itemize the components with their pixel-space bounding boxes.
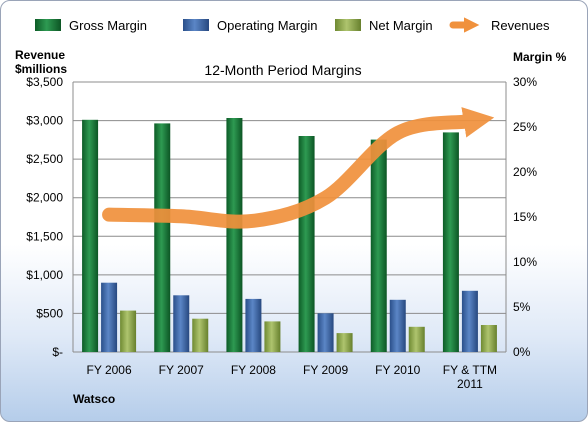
chart-title: 12-Month Period Margins bbox=[204, 62, 361, 78]
left-tick-label: $- bbox=[52, 345, 63, 359]
left-tick-label: $3,500 bbox=[26, 75, 63, 89]
right-tick-label: 10% bbox=[513, 255, 537, 269]
net-margin-bar bbox=[408, 326, 425, 352]
operating-margin-bar bbox=[317, 313, 334, 352]
right-tick-label: 30% bbox=[513, 75, 537, 89]
legend-swatch-net-margin bbox=[335, 19, 361, 31]
right-axis-label: Margin % bbox=[513, 50, 567, 64]
gross-margin-bar bbox=[154, 123, 171, 353]
net-margin-bar bbox=[480, 325, 497, 352]
net-margin-bar bbox=[192, 318, 209, 352]
revenues-line bbox=[102, 107, 495, 229]
revenues-line-group bbox=[102, 107, 495, 229]
x-category-label: FY 2010 bbox=[375, 363, 420, 377]
legend: Gross Margin Operating Margin Net Margin… bbox=[35, 17, 550, 33]
legend-item-revenues: Revenues bbox=[449, 17, 550, 33]
legend-label-revenues: Revenues bbox=[491, 18, 550, 33]
legend-item-gross-margin: Gross Margin bbox=[35, 18, 147, 33]
x-category-label: FY & TTM 2011 bbox=[443, 363, 497, 391]
left-axis-label-line-2: $millions bbox=[15, 62, 67, 76]
x-category-label: FY 2009 bbox=[303, 363, 348, 377]
operating-margin-bar bbox=[461, 290, 478, 352]
bars bbox=[82, 118, 497, 353]
left-tick-label: $3,000 bbox=[26, 114, 63, 128]
net-margin-bar bbox=[120, 310, 137, 352]
right-axis-ticks: 0% 5% 10% 15% 20% 25% 30% bbox=[513, 75, 537, 359]
left-axis-label-line-1: Revenue bbox=[15, 48, 65, 62]
legend-item-net-margin: Net Margin bbox=[335, 18, 433, 33]
left-tick-label: $2,000 bbox=[26, 191, 63, 205]
legend-swatch-gross-margin bbox=[35, 19, 61, 31]
x-category-label: FY 2007 bbox=[159, 363, 204, 377]
operating-margin-bar bbox=[173, 295, 190, 352]
legend-label-net-margin: Net Margin bbox=[369, 18, 433, 33]
net-margin-bar bbox=[264, 321, 281, 352]
gross-margin-bar bbox=[298, 136, 315, 352]
left-tick-label: $500 bbox=[36, 306, 63, 320]
legend-item-operating-margin: Operating Margin bbox=[183, 18, 317, 33]
gross-margin-bar bbox=[226, 118, 243, 352]
operating-margin-bar bbox=[101, 282, 118, 352]
right-tick-label: 15% bbox=[513, 210, 537, 224]
right-tick-label: 25% bbox=[513, 120, 537, 134]
x-axis-labels: FY 2006 FY 2007 FY 2008 FY 2009 FY 2010 FY & … bbox=[87, 363, 498, 391]
gridlines bbox=[72, 81, 507, 353]
left-axis-ticks: $- $500 $1,000 $1,500 $2,000 $2,500 $3,000 $3,5… bbox=[26, 75, 63, 359]
right-tick-label: 5% bbox=[513, 300, 531, 314]
gross-margin-bar bbox=[442, 132, 459, 352]
right-tick-label: 20% bbox=[513, 165, 537, 179]
operating-margin-bar bbox=[389, 299, 406, 352]
left-tick-label: $1,500 bbox=[26, 229, 63, 243]
right-tick-label: 0% bbox=[513, 345, 531, 359]
gross-margin-bar bbox=[82, 119, 99, 352]
left-tick-label: $1,000 bbox=[26, 268, 63, 282]
x-category-label: FY 2008 bbox=[231, 363, 276, 377]
legend-swatch-operating-margin bbox=[183, 19, 209, 31]
operating-margin-bar bbox=[245, 298, 262, 352]
legend-label-operating-margin: Operating Margin bbox=[217, 18, 317, 33]
company-name: Watsco bbox=[73, 392, 115, 406]
left-tick-label: $2,500 bbox=[26, 152, 63, 166]
net-margin-bar bbox=[336, 333, 353, 352]
x-category-label: FY 2006 bbox=[87, 363, 132, 377]
legend-label-gross-margin: Gross Margin bbox=[69, 18, 147, 33]
gross-margin-bar bbox=[370, 139, 387, 352]
